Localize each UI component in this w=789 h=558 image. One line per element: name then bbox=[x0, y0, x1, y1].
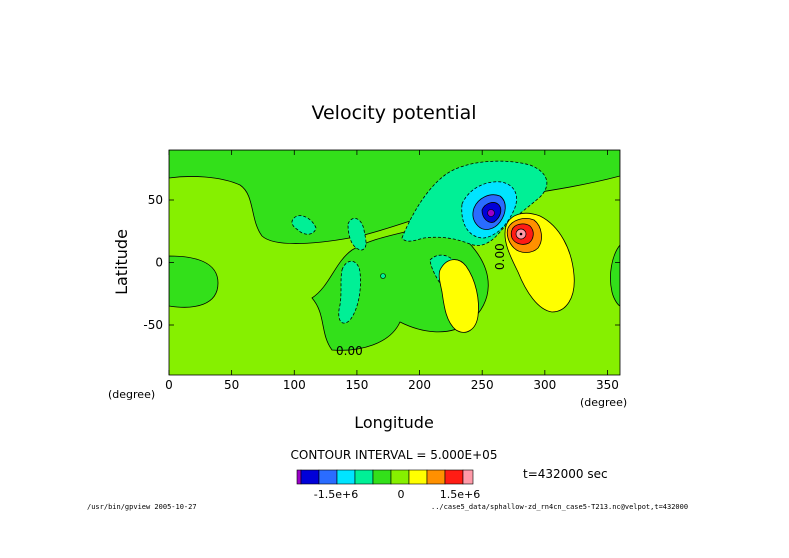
x-tick-label: 150 bbox=[345, 378, 368, 392]
colorbar-swatch bbox=[336, 469, 356, 485]
contour-small-blob bbox=[380, 273, 386, 279]
plot-area: 0.00 0.00 bbox=[168, 149, 621, 376]
x-axis-unit-left: (degree) bbox=[108, 388, 155, 401]
y-tick-label: 50 bbox=[148, 193, 163, 207]
x-tick-label: 350 bbox=[596, 378, 619, 392]
x-tick-label: 50 bbox=[224, 378, 239, 392]
colorbar-swatch bbox=[408, 469, 428, 485]
contour-region-yellow-2 bbox=[438, 259, 479, 333]
y-axis: 50 0 -50 bbox=[143, 193, 620, 332]
x-axis-label: Longitude bbox=[354, 413, 434, 432]
colorbar-swatch bbox=[390, 469, 410, 485]
y-tick-label: -50 bbox=[143, 318, 163, 332]
colorbar-swatch bbox=[300, 469, 320, 485]
contour-region-green-east bbox=[610, 244, 620, 307]
colorbar-swatch bbox=[318, 469, 338, 485]
colorbar: -1.5e+6 0 1.5e+6 bbox=[296, 469, 480, 501]
contour-region-purple bbox=[487, 209, 495, 217]
colorbar-swatch bbox=[462, 469, 474, 485]
contour-label-vertical: 0.00 bbox=[493, 243, 507, 270]
contour-interval: CONTOUR INTERVAL = 5.000E+05 bbox=[291, 448, 498, 462]
colorbar-swatch bbox=[296, 469, 302, 485]
chart-title: Velocity potential bbox=[311, 102, 476, 124]
x-axis-unit-right: (degree) bbox=[580, 396, 627, 409]
colorbar-swatch bbox=[372, 469, 392, 485]
x-axis: 0 50 100 150 200 250 300 350 bbox=[165, 150, 619, 392]
colorbar-label: 0 bbox=[398, 488, 405, 501]
footer-left: /usr/bin/gpview 2005-10-27 bbox=[87, 503, 197, 511]
colorbar-swatch bbox=[444, 469, 464, 485]
colorbar-swatch bbox=[354, 469, 374, 485]
colorbar-label: -1.5e+6 bbox=[314, 488, 358, 501]
time-label: t=432000 sec bbox=[523, 467, 608, 481]
y-tick-label: 0 bbox=[155, 256, 163, 270]
contour-region-green-west bbox=[169, 255, 219, 308]
footer-right: ../case5_data/sphallow-zd_rn4cn_case5-T2… bbox=[431, 503, 688, 511]
contour-label-south: 0.00 bbox=[336, 344, 363, 358]
colorbar-label: 1.5e+6 bbox=[440, 488, 480, 501]
x-tick-label: 250 bbox=[471, 378, 494, 392]
x-tick-label: 100 bbox=[283, 378, 306, 392]
x-tick-label: 300 bbox=[533, 378, 556, 392]
colorbar-swatch bbox=[426, 469, 446, 485]
contour-region-pink-center bbox=[519, 232, 523, 236]
contour-region-teal-4 bbox=[291, 215, 317, 235]
y-axis-label: Latitude bbox=[112, 229, 131, 295]
x-tick-label: 200 bbox=[408, 378, 431, 392]
x-tick-label: 0 bbox=[165, 378, 173, 392]
contour-region-teal-5 bbox=[347, 217, 367, 251]
contour-region-teal-2 bbox=[338, 260, 361, 324]
